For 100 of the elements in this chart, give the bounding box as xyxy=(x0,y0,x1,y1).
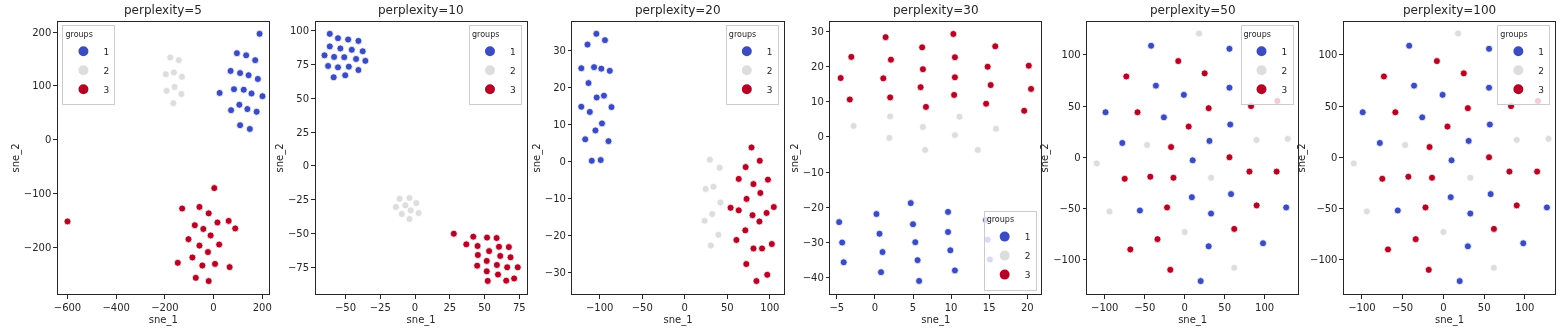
legend-label: 1 xyxy=(1024,232,1031,243)
y-tick-label: −50 xyxy=(1059,202,1081,214)
x-tick-label: 0 xyxy=(1440,301,1447,313)
x-axis-title: sne_1 xyxy=(663,314,693,326)
y-axis-title: sne_2 xyxy=(788,143,801,173)
x-tick-label: −100 xyxy=(1348,301,1376,313)
y-tick-label: 100 xyxy=(32,80,52,92)
x-tick-label: 0 xyxy=(871,301,879,313)
x-tick-label: −50 xyxy=(334,301,357,313)
chart-title: perplexity=50 xyxy=(1150,3,1236,17)
y-tick-label: 50 xyxy=(296,92,310,104)
chart-title: perplexity=20 xyxy=(635,3,721,17)
x-tick-label: 75 xyxy=(512,301,526,313)
x-tick-label: 20 xyxy=(1020,301,1034,313)
y-axis-title: sne_2 xyxy=(1039,143,1052,173)
x-tick-label: −50 xyxy=(1134,301,1156,313)
legend-label: 3 xyxy=(1538,84,1545,95)
x-tick-label: 0 xyxy=(411,301,419,313)
y-tick-label: 25 xyxy=(296,126,310,138)
x-tick-label: −50 xyxy=(631,301,653,313)
legend-label: 2 xyxy=(509,65,516,76)
x-tick-label: −50 xyxy=(1392,301,1414,313)
x-tick-label: 50 xyxy=(478,301,491,313)
legend-label: 3 xyxy=(1281,84,1288,95)
legend-title: groups xyxy=(1500,29,1528,39)
x-tick-label: 100 xyxy=(760,301,780,313)
y-tick-label: 30 xyxy=(811,25,824,37)
y-tick-label: 20 xyxy=(811,60,824,72)
legend-label: 1 xyxy=(766,46,773,57)
y-tick-label: −50 xyxy=(1316,202,1338,214)
y-tick-label: 200 xyxy=(32,26,52,38)
chart-title: perplexity=5 xyxy=(124,3,202,17)
y-tick-label: −100 xyxy=(23,187,52,199)
chart-title: perplexity=10 xyxy=(378,3,464,17)
y-tick-label: −25 xyxy=(287,194,310,206)
chart-title: perplexity=30 xyxy=(893,3,979,17)
x-tick-label: 0 xyxy=(1181,301,1188,313)
legend-label: 3 xyxy=(103,84,110,95)
x-tick-label: −5 xyxy=(829,301,845,313)
x-tick-label: 50 xyxy=(720,301,734,313)
y-tick-label: 100 xyxy=(290,25,310,37)
legend-label: 3 xyxy=(1024,270,1031,281)
legend-title: groups xyxy=(1243,29,1271,39)
y-tick-label: 0 xyxy=(1331,151,1338,163)
x-tick-label: −25 xyxy=(369,301,391,313)
x-tick-label: −600 xyxy=(53,301,82,313)
x-axis-title: sne_1 xyxy=(921,314,951,326)
legend-label: 1 xyxy=(103,46,110,57)
y-tick-label: 0 xyxy=(302,160,310,172)
x-tick-label: 100 xyxy=(1255,301,1275,313)
legend-title: groups xyxy=(728,29,757,39)
y-tick-label: −10 xyxy=(802,166,824,178)
y-tick-label: 0 xyxy=(559,156,566,168)
x-tick-label: 25 xyxy=(443,301,457,313)
y-tick-label: 0 xyxy=(1074,151,1081,163)
y-tick-label: 0 xyxy=(817,131,824,143)
x-tick-label: 50 xyxy=(1477,301,1491,313)
legend-label: 1 xyxy=(509,46,516,57)
legend-label: 2 xyxy=(103,65,110,76)
y-tick-label: −30 xyxy=(544,267,566,279)
y-tick-label: 10 xyxy=(811,96,824,108)
x-tick-label: 15 xyxy=(982,301,996,313)
y-tick-label: 100 xyxy=(1318,49,1338,61)
legend-label: 2 xyxy=(1281,65,1288,76)
y-tick-label: −100 xyxy=(1310,254,1338,266)
legend-label: 3 xyxy=(509,84,516,95)
y-tick-label: −20 xyxy=(544,230,566,242)
chart-title: perplexity=100 xyxy=(1403,3,1497,17)
y-tick-label: 100 xyxy=(1061,49,1081,61)
y-tick-label: −40 xyxy=(802,272,824,284)
x-axis-title: sne_1 xyxy=(406,314,436,326)
y-axis-title: sne_2 xyxy=(273,143,286,173)
legend-label: 1 xyxy=(1281,46,1288,57)
x-tick-label: 100 xyxy=(1515,301,1535,313)
x-tick-label: −100 xyxy=(585,301,614,313)
legend-title: groups xyxy=(471,29,500,39)
x-tick-label: 0 xyxy=(210,301,217,313)
x-axis-title: sne_1 xyxy=(1434,314,1465,326)
y-tick-label: 75 xyxy=(296,59,310,71)
y-tick-label: 10 xyxy=(553,119,566,131)
legend-title: groups xyxy=(65,29,93,39)
y-tick-label: −75 xyxy=(287,261,310,273)
x-tick-label: 5 xyxy=(909,301,917,313)
x-tick-label: 50 xyxy=(1218,301,1232,313)
x-axis-title: sne_1 xyxy=(1178,314,1208,326)
x-tick-label: −100 xyxy=(1091,301,1119,313)
y-axis-title: sne_2 xyxy=(1296,143,1309,173)
legend-label: 2 xyxy=(766,65,773,76)
y-tick-label: −100 xyxy=(1053,254,1081,266)
y-axis-title: sne_2 xyxy=(9,143,22,173)
y-tick-label: 50 xyxy=(1324,100,1338,112)
y-tick-label: 30 xyxy=(553,45,566,57)
y-tick-label: 50 xyxy=(1067,100,1081,112)
y-tick-label: 20 xyxy=(553,82,566,94)
y-tick-label: −50 xyxy=(287,227,310,239)
y-tick-label: −30 xyxy=(802,237,824,249)
y-tick-label: −20 xyxy=(802,201,824,213)
x-tick-label: −400 xyxy=(102,301,130,313)
x-axis-title: sne_1 xyxy=(148,314,178,326)
x-tick-label: 0 xyxy=(681,301,688,313)
